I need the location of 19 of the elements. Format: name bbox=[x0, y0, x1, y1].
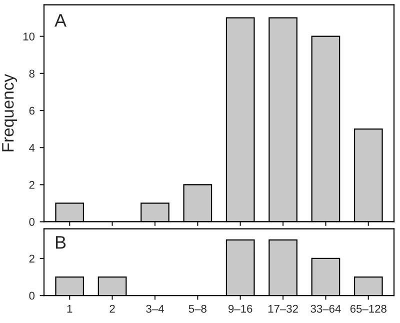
x-tick-label: 17–32 bbox=[268, 304, 298, 313]
x-tick-label: 5–8 bbox=[188, 304, 206, 313]
annotation: B bbox=[56, 236, 66, 249]
y-axis-title: Frequency bbox=[2, 74, 18, 152]
x-tick-label: 2 bbox=[110, 304, 115, 313]
y-tick-label: 2 bbox=[29, 254, 34, 262]
y-tick-label: 6 bbox=[29, 106, 34, 115]
y-tick-label: 8 bbox=[29, 70, 34, 78]
y-tick-label: 0 bbox=[29, 292, 35, 300]
annotation: A bbox=[54, 14, 67, 27]
x-tick-label: 3–4 bbox=[146, 304, 164, 313]
y-tick-label: 10 bbox=[23, 32, 35, 40]
x-tick-label: 1 bbox=[67, 304, 72, 313]
x-tick-label: 33–64 bbox=[310, 304, 341, 313]
y-tick-label: 2 bbox=[29, 180, 34, 189]
y-tick-label: 4 bbox=[29, 144, 35, 152]
x-tick-label: 9–16 bbox=[228, 304, 252, 313]
y-tick-label: 0 bbox=[29, 218, 35, 226]
x-tick-label: 65–128 bbox=[350, 304, 386, 313]
